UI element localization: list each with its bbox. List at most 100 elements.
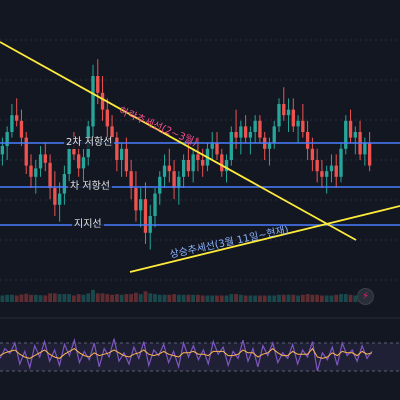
- volume-bar: [310, 294, 315, 302]
- candle-body: [158, 176, 162, 194]
- volume-bar: [172, 294, 176, 302]
- volume-bar: [291, 294, 296, 302]
- volume-bar: [48, 293, 52, 302]
- volume-bar: [167, 294, 172, 302]
- volume-bar: [129, 294, 134, 302]
- candle-body: [196, 154, 200, 160]
- volume-bar: [124, 294, 129, 302]
- volume-bar: [143, 291, 148, 302]
- volume-bar: [334, 294, 339, 302]
- volume-bar: [14, 295, 19, 302]
- volume-bar: [5, 294, 10, 302]
- volume-bar: [176, 294, 181, 302]
- volume-bar: [62, 294, 67, 302]
- lightning-icon[interactable]: ⚡: [357, 288, 374, 305]
- volume-bar: [24, 293, 29, 302]
- uptrend-line: [129, 205, 400, 273]
- volume-bar: [138, 294, 143, 302]
- candle-body: [363, 143, 367, 155]
- candle-body: [339, 148, 343, 177]
- candle-body: [367, 143, 372, 166]
- candle-body: [62, 174, 67, 194]
- candle-body: [353, 132, 357, 138]
- volume-bar: [86, 293, 91, 302]
- price-candles: [0, 59, 372, 250]
- trend-lines: [0, 41, 400, 273]
- candle-body: [38, 154, 43, 169]
- candle-body: [48, 162, 52, 188]
- candle-body: [201, 160, 205, 166]
- candle-body: [153, 193, 157, 216]
- candle-body: [277, 104, 281, 127]
- volume-bar: [10, 294, 14, 302]
- volume-bar: [262, 295, 267, 302]
- volume-bar: [105, 294, 110, 302]
- candle-body: [119, 148, 124, 160]
- support-label: 지지선: [72, 219, 104, 231]
- volume-bar: [162, 294, 167, 302]
- candle-body: [43, 154, 47, 163]
- volume-bar: [153, 294, 157, 302]
- candle-body: [239, 126, 243, 138]
- volume-bar: [234, 294, 238, 302]
- candle-body: [181, 160, 186, 177]
- candle-body: [191, 154, 195, 172]
- volume-bar: [43, 295, 48, 302]
- volume-bar: [215, 295, 219, 302]
- volume-bar: [258, 295, 262, 302]
- candle-body: [91, 76, 95, 127]
- volume-bar: [67, 294, 72, 302]
- candle-body: [129, 171, 133, 188]
- candle-body: [253, 120, 257, 132]
- candle-body: [243, 126, 248, 138]
- candle-body: [334, 165, 338, 177]
- resistance-1-label: 차 저항선: [68, 181, 112, 193]
- candle-body: [272, 126, 276, 144]
- volume-bar: [186, 294, 191, 302]
- volume-bar: [91, 289, 95, 302]
- resistance-2-label: 2차 저항선: [64, 137, 115, 149]
- candle-body: [5, 132, 9, 146]
- candle-body: [344, 120, 348, 149]
- volume-bars: [0, 289, 372, 302]
- volume-bar: [272, 295, 277, 302]
- volume-bar: [305, 294, 310, 302]
- volume-bar: [200, 295, 205, 302]
- candle-body: [72, 148, 76, 155]
- candle-body: [34, 168, 38, 177]
- candle-body: [224, 160, 229, 172]
- volume-bar: [148, 293, 153, 302]
- volume-bar: [339, 294, 343, 302]
- candle-body: [67, 148, 71, 174]
- volume-bar: [205, 295, 210, 302]
- volume-bar: [343, 294, 348, 302]
- volume-bar: [33, 294, 38, 302]
- candle-body: [172, 171, 176, 188]
- volume-bar: [243, 295, 248, 302]
- candle-body: [301, 120, 305, 132]
- candle-body: [134, 188, 138, 211]
- volume-bar: [267, 295, 272, 302]
- candle-body: [0, 146, 5, 155]
- volume-bar: [76, 294, 81, 302]
- volume-bar: [329, 295, 334, 302]
- candle-body: [177, 176, 181, 188]
- volume-bar: [114, 294, 119, 302]
- candle-body: [248, 132, 253, 138]
- volume-bar: [320, 295, 324, 302]
- volume-bar: [110, 294, 114, 302]
- candle-body: [348, 120, 353, 138]
- candle-body: [282, 104, 286, 116]
- grid-lines: [0, 39, 400, 319]
- volume-bar: [277, 294, 281, 302]
- candle-body: [100, 92, 105, 110]
- volume-bar: [134, 292, 138, 302]
- candle-body: [143, 199, 148, 233]
- volume-bar: [181, 294, 186, 302]
- volume-bar: [19, 294, 24, 302]
- candle-body: [81, 157, 86, 169]
- volume-bar: [157, 294, 162, 302]
- candle-body: [10, 115, 14, 132]
- volume-bar: [57, 294, 62, 302]
